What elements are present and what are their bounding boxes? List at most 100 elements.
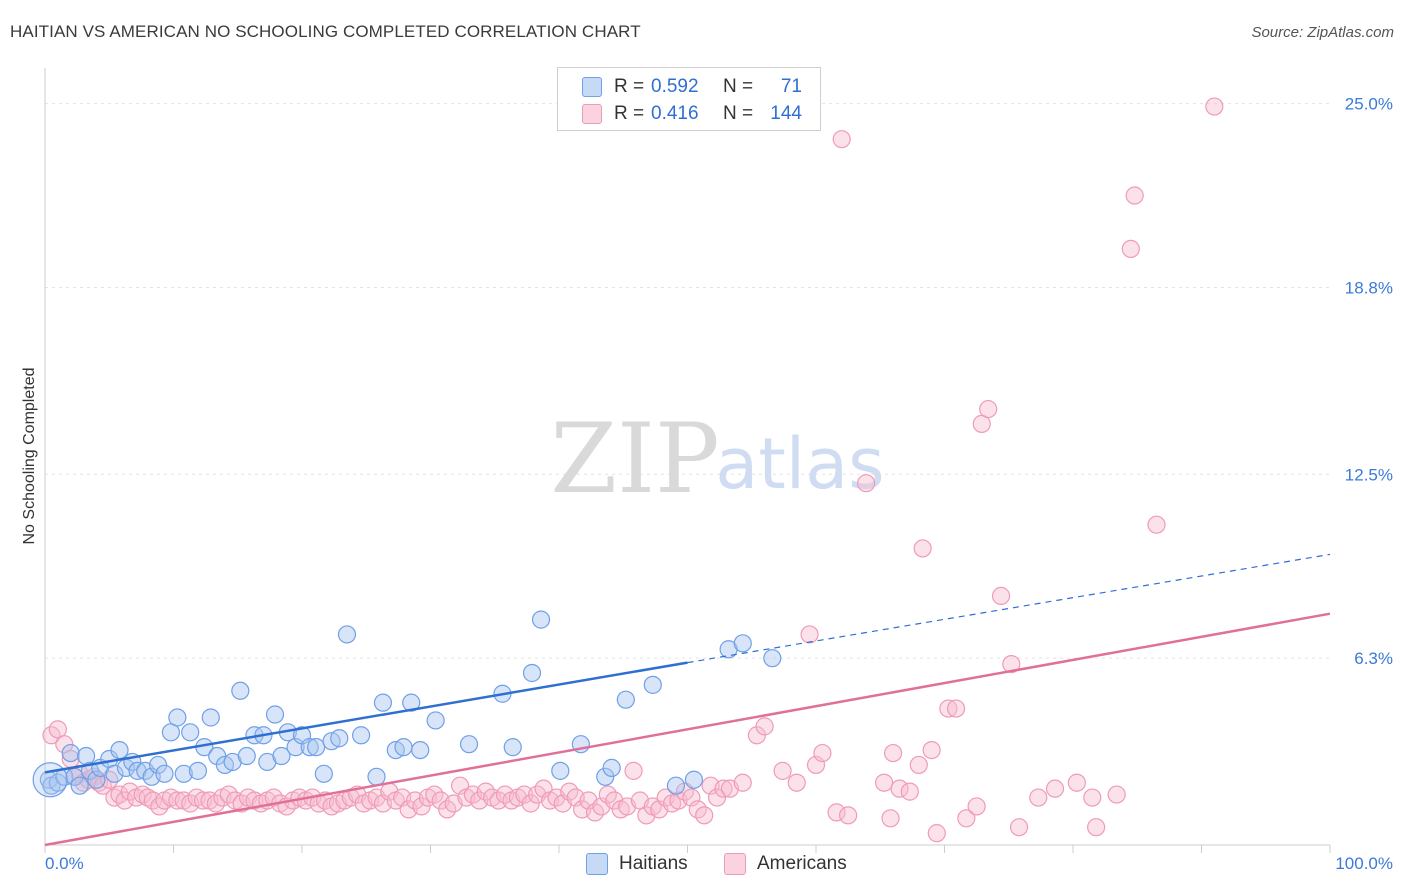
legend-row-americans: R = 0.416 N = 144 [558,101,820,127]
data-point-haitians [733,634,752,653]
data-point-haitians [596,767,615,786]
data-point-americans [1107,785,1126,804]
n-value: 144 [770,103,802,124]
watermark-atlas: atlas [715,423,884,505]
data-point-americans [979,399,998,419]
data-point-haitians [307,738,326,757]
y-tick-label: 6.3% [1354,649,1393,668]
data-point-haitians [616,690,635,709]
data-point-haitians [666,776,686,795]
data-point-haitians [411,740,430,760]
data-point-haitians [337,625,357,644]
data-point-haitians [155,764,174,783]
axes [44,68,1331,853]
americans-swatch [724,853,746,875]
data-point-americans [1029,788,1048,807]
data-point-haitians [394,738,413,757]
data-point-americans [1205,97,1224,116]
data-point-haitians [763,649,782,668]
legend-label: Haitians [619,853,688,874]
data-point-americans [957,809,976,828]
data-point-americans [133,785,152,804]
legend-row-haitians: R = 0.592 N = 71 [558,74,820,100]
y-tick-label: 25.0% [1345,95,1393,114]
data-point-haitians [168,708,187,727]
data-point-haitians [237,746,256,766]
data-point-americans [1083,788,1102,807]
data-point-haitians [551,761,570,780]
trend-line-haitians-extension [687,553,1331,664]
data-point-haitians [402,693,421,712]
data-point-haitians [373,693,393,712]
n-label: N = [723,76,754,97]
data-point-americans [624,761,643,780]
data-point-americans [1067,773,1086,792]
data-point-americans [105,788,124,807]
data-point-haitians [330,729,349,748]
data-point-haitians [272,746,291,766]
r-value: 0.416 [651,103,699,124]
data-point-americans [115,791,134,810]
data-point-haitians [148,755,168,775]
data-point-americans [922,740,941,760]
data-point-haitians [201,708,220,727]
data-point-americans [991,586,1011,605]
data-point-haitians [352,726,371,745]
trend-lines [44,553,1331,847]
r-label: R = [614,76,645,97]
data-point-haitians [522,663,542,683]
data-point-americans [412,797,431,816]
data-point-americans [875,773,894,792]
y-tick-label: 18.8% [1345,278,1393,297]
data-point-americans [913,539,932,558]
data-point-americans [832,130,851,149]
data-point-americans [813,743,832,763]
data-point-americans [1002,654,1021,674]
data-point-haitians [105,764,124,783]
x-tick-label: 100.0% [1335,854,1393,873]
n-value: 71 [780,76,802,97]
data-point-haitians [367,767,386,786]
data-point-americans [857,474,876,493]
data-point-americans [1087,818,1106,837]
data-point-haitians [286,738,305,757]
data-point-americans [827,803,846,822]
data-point-haitians [61,743,80,763]
data-point-americans [1121,239,1140,259]
data-point-americans [946,699,966,718]
x-tick-label: 0.0% [45,854,84,873]
data-point-haitians [643,675,662,694]
americans-swatch [582,104,602,124]
data-point-haitians [426,711,445,730]
source-label: Source: ZipAtlas.com [1251,24,1394,41]
data-point-haitians [531,610,551,629]
data-point-americans [1045,779,1065,798]
data-point-haitians [70,776,89,795]
data-point-haitians [181,723,200,742]
data-point-haitians-large [32,762,68,798]
data-point-americans [939,699,958,718]
data-point-americans [787,773,806,792]
data-point-haitians [602,758,621,777]
data-point-haitians [87,770,106,789]
data-point-americans [534,779,553,798]
trend-line-haitians [44,661,688,774]
trend-line-americans [44,612,1331,847]
haitians-swatch [582,77,602,97]
data-point-americans [806,755,826,775]
chart-title: HAITIAN VS AMERICAN NO SCHOOLING COMPLET… [10,22,641,41]
data-point-americans [773,761,792,780]
data-point-haitians [188,761,208,780]
data-point-americans [714,779,733,798]
data-point-haitians [459,735,479,754]
data-point-haitians [503,738,522,757]
data-point-americans [1147,515,1166,534]
haitians-swatch [586,853,608,875]
data-point-americans [890,779,909,798]
data-point-haitians [265,705,285,724]
data-point-americans [1009,818,1029,837]
data-point-haitians [174,764,193,783]
data-point-americans [900,782,919,801]
data-point-haitians [231,681,250,700]
r-value: 0.592 [651,76,699,97]
